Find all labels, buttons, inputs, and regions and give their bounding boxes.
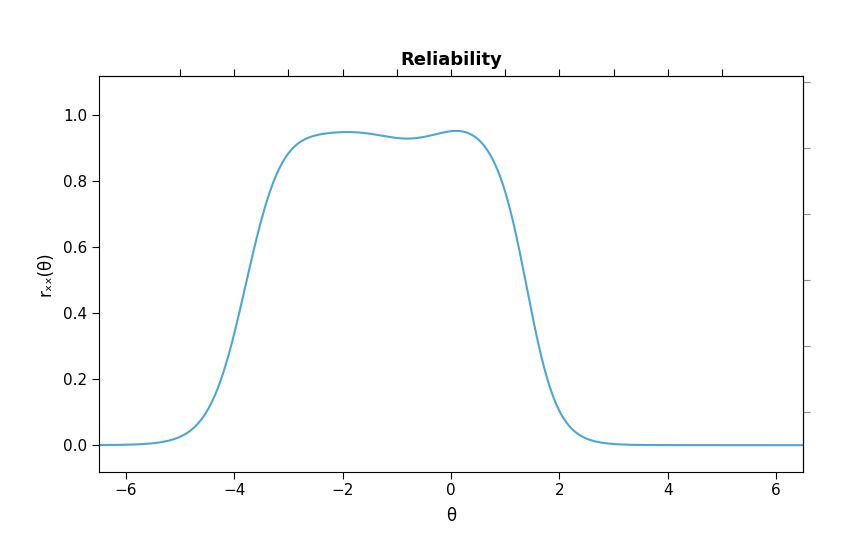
Y-axis label: rₓₓ(θ): rₓₓ(θ): [36, 251, 54, 296]
Title: Reliability: Reliability: [400, 51, 502, 69]
X-axis label: θ: θ: [446, 507, 456, 525]
